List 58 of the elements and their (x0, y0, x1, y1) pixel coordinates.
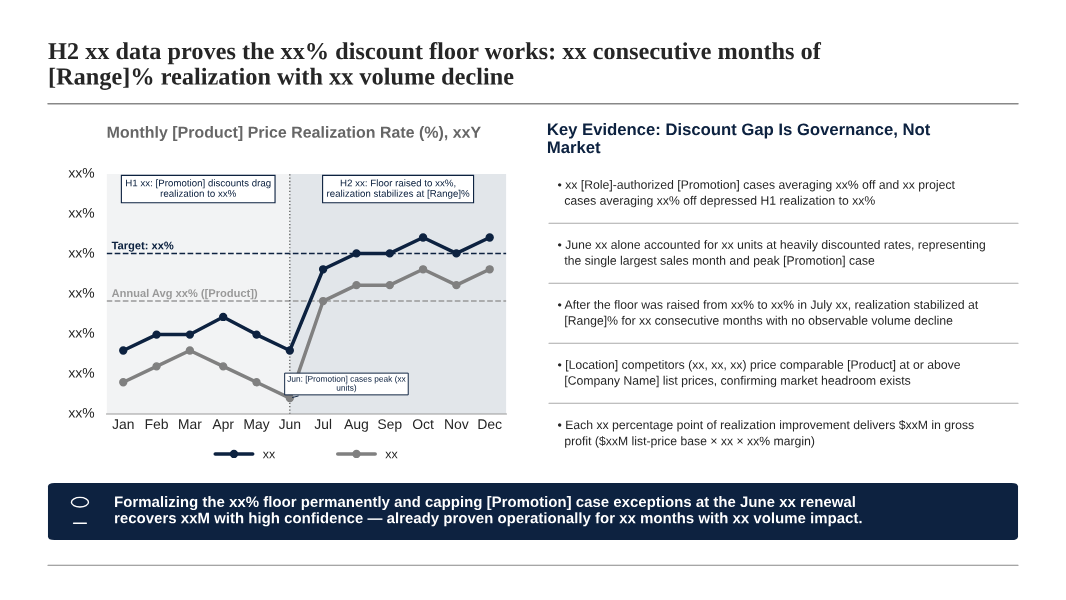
point (185, 330, 195, 339)
x-tick-label: Aug (344, 419, 368, 432)
point (318, 265, 328, 274)
text: xx% (68, 247, 95, 258)
band-label: H2 xx: Floor raised to xx%, realization stabilizes at [Range]% (327, 179, 470, 199)
x-tick-label: Jun (278, 419, 301, 430)
text: xx% (68, 287, 95, 298)
x-tick-label: Dec (478, 419, 502, 430)
point (485, 233, 494, 242)
point (385, 281, 394, 290)
point (219, 362, 228, 371)
x-tick-label: Jul (314, 418, 332, 430)
annotation: Jun: [Promotion] cases peak (xx units) (287, 375, 406, 393)
text: • June xx alone accounted for xx units at heavily discounted rates, representing the single largest sales month and peak [Promotion] case (558, 240, 985, 268)
point (385, 249, 394, 258)
text: xx% (68, 367, 95, 378)
text: xx% (68, 327, 95, 338)
text: xx% (68, 407, 95, 418)
x-tick-label: Oct (412, 419, 434, 430)
x-tick-label: May (244, 419, 270, 432)
point (418, 265, 428, 274)
text: • xx [Role]-authorized [Promotion] cases averaging xx% off and xx project cases averaging xx% off depressed H1 realization to xx% (558, 180, 955, 208)
point (119, 346, 128, 355)
chart-title: H2 xx data proves the xx% discount floor works: xx consecutive months of [Range]% realization with xx volume decline (48, 42, 822, 90)
text: Formalizing the xx% floor permanently and capping [Promotion] case exceptions at the June xx renewal recovers xxM with high confidence — already proven operationally for xx months with xx volume impact. (115, 496, 862, 527)
x-tick-label: Jan (112, 419, 134, 430)
point (185, 346, 195, 355)
band-label: H1 xx: [Promotion] discounts drag realization to xx% (126, 179, 271, 197)
x-tick-label: Nov (445, 419, 469, 430)
point (452, 249, 461, 258)
point (285, 346, 294, 355)
point (152, 362, 161, 371)
text: xx% (68, 207, 95, 218)
x-tick-label: Apr (212, 419, 234, 432)
text: xx% (68, 167, 95, 178)
point (252, 330, 261, 339)
point (452, 281, 461, 290)
point (485, 265, 494, 274)
point (252, 378, 261, 387)
point (318, 296, 328, 306)
ref-line-label: Annual Avg xx% ([Product]) (111, 288, 258, 300)
x-tick-label: Feb (145, 418, 168, 430)
point (119, 378, 128, 387)
point (352, 281, 361, 290)
point (418, 233, 428, 242)
legend-label: xx (385, 451, 398, 459)
legend-label: xx (262, 451, 276, 459)
point (219, 312, 228, 322)
x-tick-label: Sep (378, 419, 402, 432)
point (152, 330, 161, 339)
text: • Each xx percentage point of realization improvement delivers $xxM in gross profit ($xxM list-price base × xx × xx% margin) (558, 420, 974, 448)
point (352, 249, 361, 258)
ref-line-label: Target: xx% (111, 241, 174, 252)
text: Key Evidence: Discount Gap Is Governance, Not Market (547, 123, 931, 154)
text: • After the floor was raised from xx% to xx% in July xx, realization stabilized at [Range]% for xx consecutive months with no observable volume decline (558, 300, 979, 328)
x-tick-label: Mar (179, 419, 202, 430)
text: • [Location] competitors (xx, xx, xx) price comparable [Product] at or above [Company Name] list prices, confirming market headroom exists (558, 360, 960, 388)
chart-subtitle: Monthly [Product] Price Realization Rate (%), xxY (107, 126, 481, 141)
